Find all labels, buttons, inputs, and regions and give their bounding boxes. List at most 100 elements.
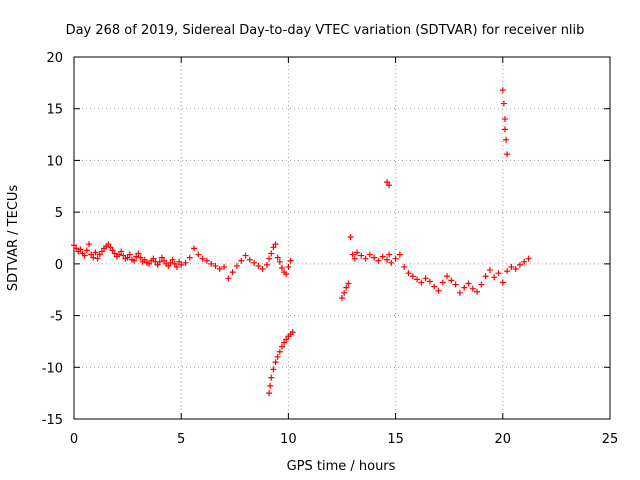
data-point — [225, 275, 232, 282]
y-tick-label: -10 — [42, 361, 63, 376]
data-point — [439, 279, 446, 286]
data-point — [283, 271, 290, 278]
data-point — [109, 247, 116, 254]
data-point — [246, 256, 253, 263]
data-point — [233, 262, 240, 269]
data-point — [268, 250, 275, 257]
y-axis-label: SDTVAR / TECUs — [6, 185, 21, 292]
x-tick-label: 0 — [70, 432, 78, 447]
data-point — [287, 257, 294, 264]
data-point — [105, 241, 112, 248]
data-point — [94, 255, 101, 262]
data-point — [191, 245, 198, 252]
data-point — [501, 126, 508, 133]
data-point — [272, 241, 279, 248]
data-point — [266, 255, 273, 262]
data-point — [92, 249, 99, 256]
data-point — [499, 279, 506, 286]
data-point — [88, 251, 95, 258]
data-point — [499, 87, 506, 94]
data-point — [431, 283, 438, 290]
data-point — [107, 244, 114, 251]
x-axis-label: GPS time / hours — [287, 459, 396, 474]
data-point — [73, 245, 80, 252]
data-point — [98, 248, 105, 255]
data-point — [500, 100, 507, 107]
data-point — [171, 260, 178, 267]
data-point — [388, 259, 395, 266]
data-point — [375, 257, 382, 264]
data-point — [268, 374, 275, 381]
data-point — [401, 263, 408, 270]
data-point — [156, 258, 163, 265]
data-point — [266, 390, 273, 397]
data-point — [83, 247, 90, 254]
data-point — [278, 264, 285, 271]
y-tick-label: -15 — [42, 413, 63, 428]
chart-title: Day 268 of 2019, Sidereal Day-to-day VTE… — [66, 23, 585, 38]
y-tick-label: 0 — [55, 258, 63, 273]
data-point — [474, 288, 481, 295]
data-point — [242, 252, 249, 259]
data-point — [495, 270, 502, 277]
data-point — [371, 254, 378, 261]
data-point — [386, 182, 393, 189]
data-point — [229, 269, 236, 276]
data-point — [384, 256, 391, 263]
data-point — [482, 273, 489, 280]
data-point — [289, 329, 296, 336]
data-point — [270, 366, 277, 373]
data-point — [161, 257, 168, 264]
data-point — [339, 294, 345, 301]
data-point — [146, 260, 153, 267]
grid-lines — [74, 57, 610, 419]
data-point — [504, 268, 511, 275]
data-point — [276, 348, 283, 355]
data-point — [452, 281, 459, 288]
data-point — [272, 359, 279, 366]
data-point — [456, 289, 463, 296]
data-point — [111, 250, 118, 257]
data-point — [186, 254, 193, 261]
data-point — [426, 278, 433, 285]
data-point — [116, 251, 123, 258]
data-point — [516, 261, 523, 268]
data-point — [525, 255, 532, 262]
data-point — [216, 266, 223, 273]
data-point — [366, 251, 373, 258]
y-tick-label: 20 — [46, 51, 63, 66]
data-point — [512, 266, 519, 273]
data-point — [274, 254, 281, 261]
data-point — [165, 262, 172, 269]
data-point — [173, 263, 180, 270]
data-point — [158, 254, 165, 261]
data-point — [176, 258, 183, 265]
data-point — [267, 382, 274, 389]
y-tick-label: 5 — [55, 206, 63, 221]
data-point — [178, 261, 185, 268]
data-point — [212, 262, 219, 269]
data-point — [435, 287, 442, 294]
data-point — [405, 270, 412, 277]
data-point — [521, 258, 528, 265]
data-point — [504, 151, 511, 158]
data-point — [501, 116, 508, 123]
data-point — [124, 254, 131, 261]
data-point — [221, 263, 228, 270]
data-point — [150, 255, 157, 262]
data-point — [131, 257, 138, 264]
data-point — [386, 251, 393, 258]
data-point — [133, 253, 140, 260]
data-point — [182, 259, 189, 266]
data-point — [486, 267, 493, 274]
axis-ticks: 0 5 10 15 20 25 -15 -10 -5 0 5 10 15 20 — [42, 51, 619, 447]
data-point — [118, 248, 125, 255]
data-point — [469, 285, 476, 292]
data-point — [461, 284, 468, 291]
data-point — [283, 336, 290, 343]
data-point — [203, 257, 210, 264]
data-point — [86, 241, 93, 248]
data-point — [281, 339, 288, 346]
data-point — [349, 251, 356, 258]
data-point — [285, 263, 292, 270]
